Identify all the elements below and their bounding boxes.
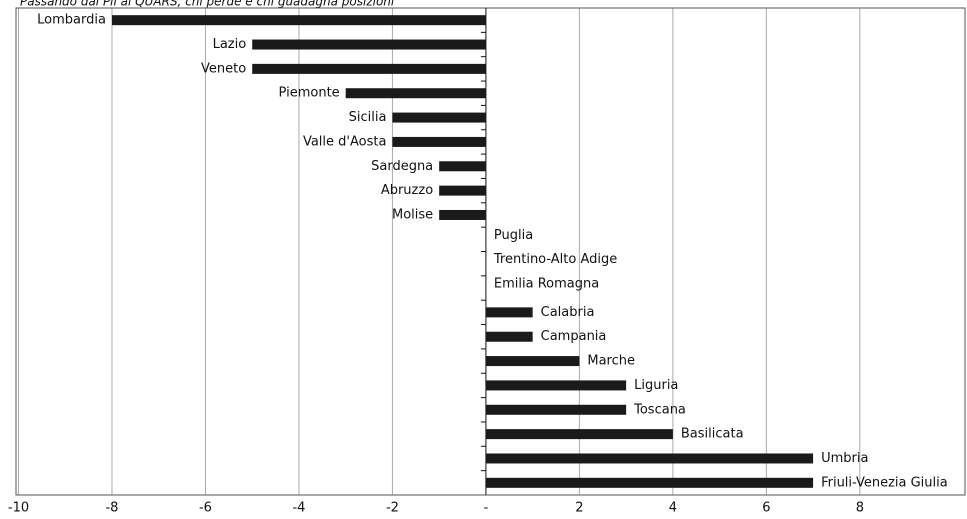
x-tick-label: -6 xyxy=(199,501,212,516)
chart-title: Passando dal Pil al QUARS, chi perde e c… xyxy=(20,0,395,9)
x-tick-label: 4 xyxy=(669,501,677,516)
category-label: Piemonte xyxy=(279,86,340,101)
bar xyxy=(485,477,814,488)
category-label: Emilia Romagna xyxy=(494,277,599,292)
bar xyxy=(485,453,814,464)
bar xyxy=(345,88,486,99)
category-label: Sicilia xyxy=(349,110,387,125)
plot-frame xyxy=(15,7,966,496)
category-label: Calabria xyxy=(541,305,595,320)
category-label: Sardegna xyxy=(371,159,433,174)
category-label: Basilicata xyxy=(681,427,744,442)
bar xyxy=(485,429,673,440)
bar xyxy=(111,15,486,26)
category-label: Veneto xyxy=(201,61,246,76)
x-tick-label: 8 xyxy=(856,501,864,516)
bar xyxy=(252,39,486,50)
category-label: Trentino-Alto Adige xyxy=(493,252,617,267)
bar xyxy=(392,136,486,147)
category-label: Molise xyxy=(392,207,433,222)
category-label: Puglia xyxy=(494,228,533,243)
category-label: Lombardia xyxy=(37,13,106,28)
bar xyxy=(439,161,486,172)
bar xyxy=(485,404,627,415)
bar xyxy=(485,380,627,391)
x-tick-label: 2 xyxy=(575,501,583,516)
bar xyxy=(439,185,486,196)
x-tick-label: -10 xyxy=(8,501,29,516)
x-tick-label: 6 xyxy=(762,501,770,516)
bar xyxy=(485,331,533,342)
x-tick-label: -4 xyxy=(292,501,305,516)
category-label: Lazio xyxy=(213,37,247,52)
category-label: Valle d'Aosta xyxy=(303,134,386,149)
category-label: Abruzzo xyxy=(381,183,433,198)
category-label: Umbria xyxy=(821,451,868,466)
bar xyxy=(439,209,486,220)
bar xyxy=(252,63,486,74)
bar xyxy=(392,112,486,123)
x-tick-label: -2 xyxy=(386,501,399,516)
x-tick-label: -8 xyxy=(105,501,118,516)
category-label: Toscana xyxy=(633,402,686,417)
category-label: Campania xyxy=(541,329,607,344)
x-tick-label: - xyxy=(484,501,489,516)
bar xyxy=(485,307,533,318)
category-label: Liguria xyxy=(634,378,678,393)
bar xyxy=(485,356,580,367)
category-label: Marche xyxy=(587,354,635,369)
category-label: Friuli-Venezia Giulia xyxy=(821,475,948,490)
